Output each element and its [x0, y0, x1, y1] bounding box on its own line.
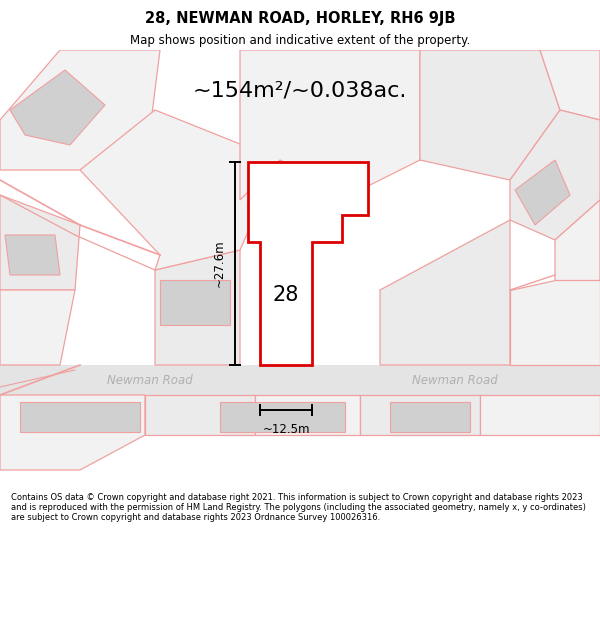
Polygon shape [555, 200, 600, 290]
Polygon shape [510, 110, 600, 240]
Polygon shape [248, 162, 368, 365]
Text: ~12.5m: ~12.5m [262, 423, 310, 436]
Polygon shape [0, 290, 75, 365]
Polygon shape [155, 250, 240, 365]
Polygon shape [510, 280, 600, 365]
Polygon shape [0, 50, 160, 170]
Polygon shape [540, 50, 600, 120]
Polygon shape [5, 235, 60, 275]
Polygon shape [160, 280, 230, 325]
Bar [0, 365, 600, 395]
Text: Newman Road: Newman Road [107, 374, 193, 386]
Polygon shape [360, 395, 480, 435]
Polygon shape [515, 160, 570, 225]
Text: ~27.6m: ~27.6m [212, 239, 226, 288]
Polygon shape [80, 110, 280, 270]
Polygon shape [255, 395, 360, 435]
Polygon shape [480, 395, 600, 435]
Text: 28: 28 [273, 285, 299, 305]
Polygon shape [0, 195, 80, 290]
Text: ~154m²/~0.038ac.: ~154m²/~0.038ac. [193, 80, 407, 100]
Text: Newman Road: Newman Road [412, 374, 498, 386]
Polygon shape [220, 402, 345, 432]
Polygon shape [380, 220, 510, 365]
Polygon shape [20, 402, 140, 432]
Text: 28, NEWMAN ROAD, HORLEY, RH6 9JB: 28, NEWMAN ROAD, HORLEY, RH6 9JB [145, 11, 455, 26]
Polygon shape [10, 70, 105, 145]
Polygon shape [390, 402, 470, 432]
Text: Contains OS data © Crown copyright and database right 2021. This information is : Contains OS data © Crown copyright and d… [11, 492, 586, 522]
Polygon shape [420, 50, 560, 180]
Polygon shape [240, 50, 420, 200]
Polygon shape [145, 395, 255, 435]
Polygon shape [0, 395, 145, 470]
Text: Map shows position and indicative extent of the property.: Map shows position and indicative extent… [130, 34, 470, 47]
